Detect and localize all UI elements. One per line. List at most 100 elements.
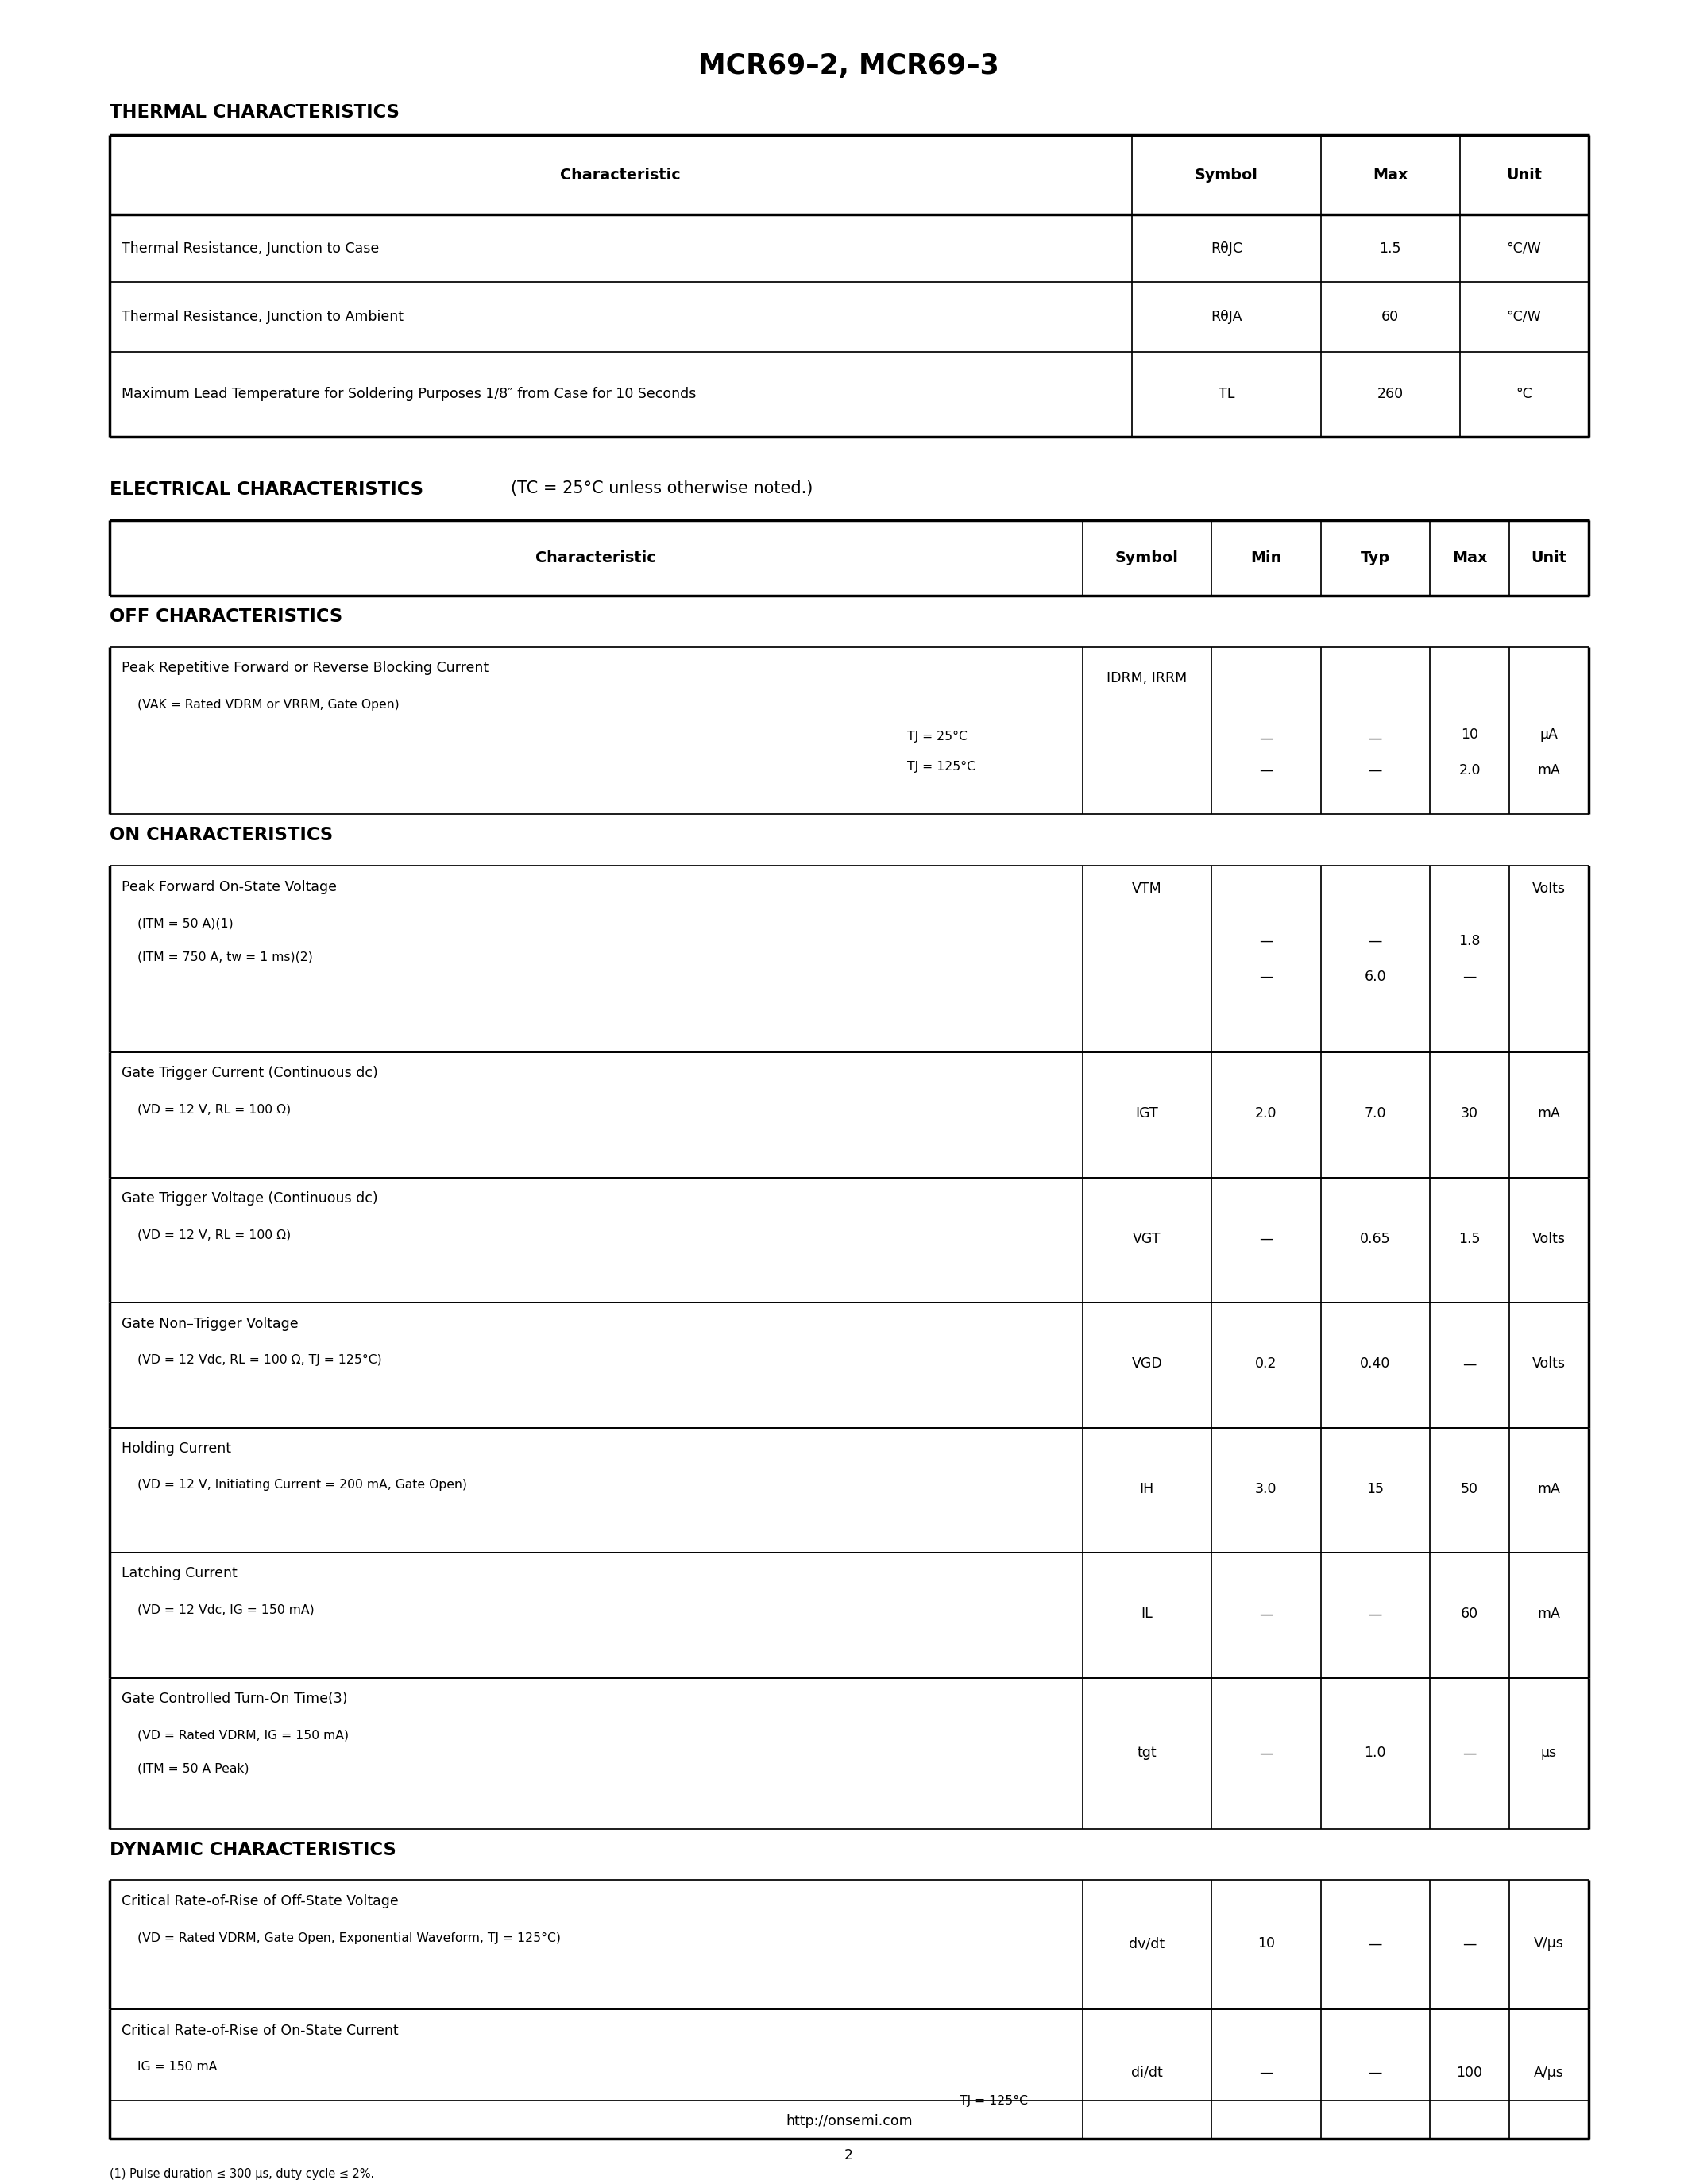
Text: Max: Max (1372, 168, 1408, 181)
Text: RθJA: RθJA (1210, 310, 1242, 323)
Text: Unit: Unit (1506, 168, 1543, 181)
Text: Unit: Unit (1531, 550, 1566, 566)
Text: °C: °C (1516, 387, 1533, 402)
Text: 60: 60 (1460, 1607, 1479, 1621)
Text: TJ = 125°C: TJ = 125°C (959, 2094, 1028, 2108)
Text: RθJC: RθJC (1210, 240, 1242, 256)
Text: ON CHARACTERISTICS: ON CHARACTERISTICS (110, 826, 333, 845)
Text: —: — (1462, 1356, 1477, 1372)
Text: —: — (1369, 2066, 1382, 2079)
Text: DYNAMIC CHARACTERISTICS: DYNAMIC CHARACTERISTICS (110, 1841, 395, 1859)
Text: °C/W: °C/W (1507, 310, 1541, 323)
Text: Critical Rate-of-Rise of Off-State Voltage: Critical Rate-of-Rise of Off-State Volta… (122, 1894, 398, 1909)
Text: 0.40: 0.40 (1361, 1356, 1391, 1372)
Text: TJ = 25°C: TJ = 25°C (908, 732, 967, 743)
Text: 0.65: 0.65 (1361, 1232, 1391, 1247)
Text: THERMAL CHARACTERISTICS: THERMAL CHARACTERISTICS (110, 103, 398, 122)
Text: —: — (1259, 1607, 1273, 1621)
Text: mA: mA (1538, 1607, 1560, 1621)
Text: http://onsemi.com: http://onsemi.com (785, 2114, 912, 2129)
Text: Max: Max (1452, 550, 1487, 566)
Text: (VD = 12 Vdc, IG = 150 mA): (VD = 12 Vdc, IG = 150 mA) (137, 1605, 314, 1616)
Text: 50: 50 (1460, 1483, 1479, 1496)
Text: Typ: Typ (1361, 550, 1389, 566)
Text: —: — (1369, 762, 1382, 778)
Text: Critical Rate-of-Rise of On-State Current: Critical Rate-of-Rise of On-State Curren… (122, 2022, 398, 2038)
Text: —: — (1259, 732, 1273, 745)
Text: Thermal Resistance, Junction to Case: Thermal Resistance, Junction to Case (122, 240, 378, 256)
Text: IDRM, IRRM: IDRM, IRRM (1107, 670, 1187, 686)
Text: —: — (1259, 2066, 1273, 2079)
Text: OFF CHARACTERISTICS: OFF CHARACTERISTICS (110, 607, 343, 627)
Text: IL: IL (1141, 1607, 1153, 1621)
Text: Volts: Volts (1533, 1356, 1566, 1372)
Text: TJ = 125°C: TJ = 125°C (908, 760, 976, 773)
Text: VGT: VGT (1133, 1232, 1161, 1247)
Text: Maximum Lead Temperature for Soldering Purposes 1/8″ from Case for 10 Seconds: Maximum Lead Temperature for Soldering P… (122, 387, 695, 402)
Text: —: — (1462, 1745, 1477, 1760)
Text: 100: 100 (1457, 2066, 1482, 2079)
Text: μA: μA (1539, 727, 1558, 743)
Text: Latching Current: Latching Current (122, 1566, 236, 1581)
Text: —: — (1462, 970, 1477, 985)
Text: 2.0: 2.0 (1256, 1107, 1276, 1120)
Text: °C/W: °C/W (1507, 240, 1541, 256)
Text: 60: 60 (1381, 310, 1399, 323)
Text: (VD = Rated VDRM, Gate Open, Exponential Waveform, TJ = 125°C): (VD = Rated VDRM, Gate Open, Exponential… (137, 1933, 560, 1944)
Text: dv/dt: dv/dt (1129, 1937, 1165, 1950)
Text: 260: 260 (1377, 387, 1403, 402)
Text: 0.2: 0.2 (1256, 1356, 1276, 1372)
Text: (TC = 25°C unless otherwise noted.): (TC = 25°C unless otherwise noted.) (510, 480, 812, 496)
Text: 10: 10 (1258, 1937, 1274, 1950)
Text: (VAK = Rated VDRM or VRRM, Gate Open): (VAK = Rated VDRM or VRRM, Gate Open) (137, 699, 398, 710)
Text: —: — (1369, 1937, 1382, 1950)
Text: Symbol: Symbol (1116, 550, 1178, 566)
Text: 7.0: 7.0 (1364, 1107, 1386, 1120)
Text: V/μs: V/μs (1534, 1937, 1565, 1950)
Text: Symbol: Symbol (1195, 168, 1258, 181)
Text: —: — (1259, 1745, 1273, 1760)
Text: VTM: VTM (1133, 882, 1161, 895)
Text: 2.0: 2.0 (1458, 762, 1480, 778)
Text: tgt: tgt (1138, 1745, 1156, 1760)
Text: Volts: Volts (1533, 1232, 1566, 1247)
Text: 6.0: 6.0 (1364, 970, 1386, 985)
Text: —: — (1462, 1937, 1477, 1950)
Text: (VD = Rated VDRM, IG = 150 mA): (VD = Rated VDRM, IG = 150 mA) (137, 1730, 348, 1741)
Text: —: — (1259, 762, 1273, 778)
Text: 3.0: 3.0 (1256, 1483, 1276, 1496)
Text: Characteristic: Characteristic (535, 550, 657, 566)
Text: di/dt: di/dt (1131, 2066, 1163, 2079)
Text: (ITM = 50 A)(1): (ITM = 50 A)(1) (137, 917, 233, 928)
Text: —: — (1259, 970, 1273, 985)
Text: 1.5: 1.5 (1458, 1232, 1480, 1247)
Text: Peak Forward On-State Voltage: Peak Forward On-State Voltage (122, 880, 336, 893)
Text: 1.8: 1.8 (1458, 935, 1480, 948)
Text: (VD = 12 V, Initiating Current = 200 mA, Gate Open): (VD = 12 V, Initiating Current = 200 mA,… (137, 1479, 466, 1492)
Text: Characteristic: Characteristic (560, 168, 680, 181)
Text: mA: mA (1538, 1483, 1560, 1496)
Text: 1.5: 1.5 (1379, 240, 1401, 256)
Text: TL: TL (1219, 387, 1234, 402)
Text: Min: Min (1251, 550, 1281, 566)
Text: IGT: IGT (1136, 1107, 1158, 1120)
Text: IG = 150 mA: IG = 150 mA (137, 2062, 216, 2073)
Text: ELECTRICAL CHARACTERISTICS: ELECTRICAL CHARACTERISTICS (110, 480, 424, 498)
Text: —: — (1259, 935, 1273, 948)
Text: Gate Trigger Voltage (Continuous dc): Gate Trigger Voltage (Continuous dc) (122, 1190, 378, 1206)
Text: mA: mA (1538, 1107, 1560, 1120)
Text: μs: μs (1541, 1745, 1556, 1760)
Text: Gate Trigger Current (Continuous dc): Gate Trigger Current (Continuous dc) (122, 1066, 378, 1081)
Text: Gate Non–Trigger Voltage: Gate Non–Trigger Voltage (122, 1317, 299, 1330)
Text: mA: mA (1538, 762, 1560, 778)
Text: (VD = 12 Vdc, RL = 100 Ω, TJ = 125°C): (VD = 12 Vdc, RL = 100 Ω, TJ = 125°C) (137, 1354, 381, 1365)
Text: —: — (1369, 732, 1382, 745)
Text: 2: 2 (844, 2149, 854, 2162)
Text: —: — (1369, 935, 1382, 948)
Text: Gate Controlled Turn-On Time(3): Gate Controlled Turn-On Time(3) (122, 1693, 348, 1706)
Text: —: — (1259, 1232, 1273, 1247)
Text: —: — (1369, 1607, 1382, 1621)
Text: (VD = 12 V, RL = 100 Ω): (VD = 12 V, RL = 100 Ω) (137, 1103, 290, 1116)
Text: Peak Repetitive Forward or Reverse Blocking Current: Peak Repetitive Forward or Reverse Block… (122, 662, 488, 675)
Text: (VD = 12 V, RL = 100 Ω): (VD = 12 V, RL = 100 Ω) (137, 1230, 290, 1241)
